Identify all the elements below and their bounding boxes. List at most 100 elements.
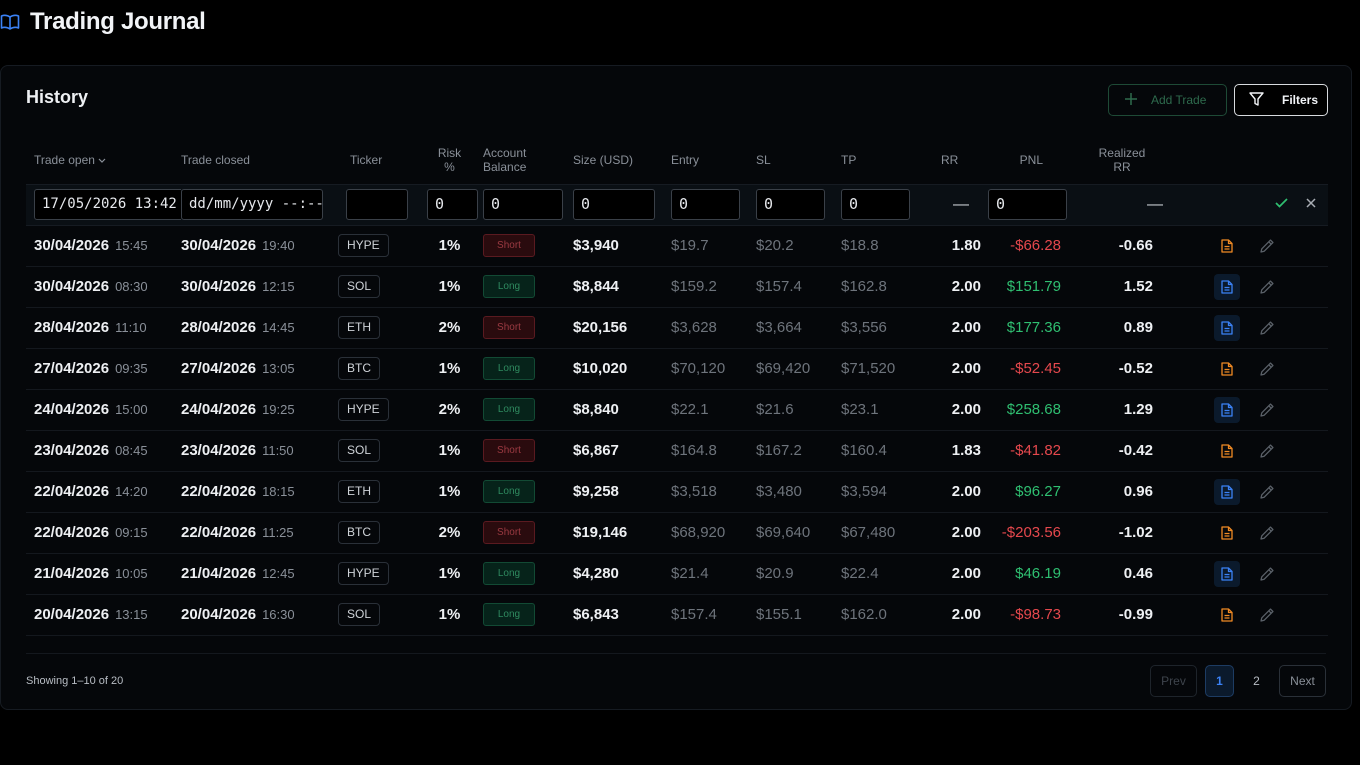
table-row: 30/04/2026 15:45 30/04/2026 19:40 HYPE 1% Shor… [26, 225, 1328, 267]
realized-rr-cell: 1.52 [1081, 266, 1163, 308]
entry-cell: $19.7 [671, 225, 756, 267]
book-open-icon [0, 12, 20, 32]
col-realized-rr: Realized RR [1081, 136, 1163, 185]
edit-pencil-icon[interactable] [1254, 520, 1280, 546]
next-page-button[interactable]: Next [1279, 665, 1326, 697]
entry-cell: $22.1 [671, 389, 756, 431]
tp-cell: $3,594 [841, 471, 931, 513]
trade-closed-cell: 23/04/2026 11:50 [181, 430, 338, 472]
page-2-button[interactable]: 2 [1253, 674, 1260, 688]
tp-cell: $3,556 [841, 307, 931, 349]
trade-open-cell: 20/04/2026 13:15 [26, 594, 181, 636]
edit-pencil-icon[interactable] [1254, 479, 1280, 505]
note-icon[interactable] [1214, 314, 1240, 341]
prev-page-button[interactable]: Prev [1150, 665, 1197, 697]
table-row: 28/04/2026 11:10 28/04/2026 14:45 ETH 2% Short… [26, 307, 1328, 349]
note-icon[interactable] [1214, 273, 1240, 300]
note-icon[interactable] [1214, 396, 1240, 423]
footer-divider [26, 653, 1326, 654]
entry-cell: $3,518 [671, 471, 756, 513]
sl-cell: $3,664 [756, 307, 841, 349]
sl-cell: $155.1 [756, 594, 841, 636]
trade-closed-cell: 20/04/2026 16:30 [181, 594, 338, 636]
entry-input[interactable]: 0 [671, 189, 740, 220]
risk-input[interactable]: 0 [427, 189, 478, 220]
pnl-cell: -$41.82 [981, 430, 1081, 472]
realized-rr-cell: -0.99 [1081, 594, 1163, 636]
realized-rr-placeholder: — [1081, 184, 1163, 226]
pnl-input[interactable]: 0 [988, 189, 1067, 220]
cancel-close-icon[interactable] [1306, 195, 1316, 213]
add-trade-button[interactable]: Add Trade [1108, 84, 1227, 116]
realized-rr-cell: 0.89 [1081, 307, 1163, 349]
trades-table: Trade open Trade closed Ticker Risk% Acc… [26, 136, 1328, 636]
size-cell: $20,156 [573, 307, 671, 349]
note-icon[interactable] [1214, 356, 1240, 382]
col-size: Size (USD) [573, 136, 671, 185]
note-icon[interactable] [1214, 438, 1240, 464]
plus-icon [1125, 92, 1137, 108]
edit-pencil-icon[interactable] [1254, 274, 1280, 300]
edit-pencil-icon[interactable] [1254, 602, 1280, 628]
tp-input[interactable]: 0 [841, 189, 910, 220]
size-cell: $19,146 [573, 512, 671, 554]
trade-closed-input[interactable]: dd/mm/yyyy --:-- [181, 189, 323, 220]
tp-cell: $162.0 [841, 594, 931, 636]
size-cell: $8,844 [573, 266, 671, 308]
trade-closed-cell: 21/04/2026 12:45 [181, 553, 338, 595]
entry-cell: $159.2 [671, 266, 756, 308]
risk-cell: 1% [416, 594, 483, 636]
entry-cell: $68,920 [671, 512, 756, 554]
page-1-button[interactable]: 1 [1205, 665, 1234, 697]
col-trade-open[interactable]: Trade open [26, 136, 181, 185]
ticker-badge: SOL [338, 439, 381, 462]
size-cell: $8,840 [573, 389, 671, 431]
risk-cell: 1% [416, 553, 483, 595]
filters-button[interactable]: Filters [1234, 84, 1328, 116]
table-row: 27/04/2026 09:35 27/04/2026 13:05 BTC 1% Long $… [26, 348, 1328, 390]
sl-input[interactable]: 0 [756, 189, 825, 220]
rr-cell: 2.00 [931, 266, 981, 308]
risk-cell: 2% [416, 512, 483, 554]
trade-open-cell: 30/04/2026 08:30 [26, 266, 181, 308]
trade-open-cell: 23/04/2026 08:45 [26, 430, 181, 472]
side-badge: Long [483, 357, 535, 380]
ticker-input[interactable] [346, 189, 408, 220]
note-icon[interactable] [1214, 560, 1240, 587]
col-ticker: Ticker [338, 136, 416, 185]
note-icon[interactable] [1214, 602, 1240, 628]
note-icon[interactable] [1214, 520, 1240, 546]
edit-pencil-icon[interactable] [1254, 438, 1280, 464]
rr-cell: 2.00 [931, 348, 981, 390]
trade-open-input[interactable]: 17/05/2026 13:42 [34, 189, 189, 220]
app-header: Trading Journal [0, 4, 206, 40]
entry-cell: $164.8 [671, 430, 756, 472]
realized-rr-cell: 0.46 [1081, 553, 1163, 595]
trade-closed-cell: 22/04/2026 18:15 [181, 471, 338, 513]
edit-pencil-icon[interactable] [1254, 315, 1280, 341]
risk-cell: 1% [416, 471, 483, 513]
pnl-cell: -$98.73 [981, 594, 1081, 636]
rr-cell: 2.00 [931, 512, 981, 554]
pagination-summary: Showing 1–10 of 20 [26, 675, 124, 687]
size-cell: $6,843 [573, 594, 671, 636]
balance-input[interactable]: 0 [483, 189, 563, 220]
realized-rr-cell: 1.29 [1081, 389, 1163, 431]
col-tp: TP [841, 136, 931, 185]
note-icon[interactable] [1214, 478, 1240, 505]
table-row: 22/04/2026 14:20 22/04/2026 18:15 ETH 1% Long $… [26, 471, 1328, 513]
table-row: 20/04/2026 13:15 20/04/2026 16:30 SOL 1% Long $… [26, 594, 1328, 636]
note-icon[interactable] [1214, 233, 1240, 259]
ticker-badge: BTC [338, 521, 380, 544]
entry-cell: $21.4 [671, 553, 756, 595]
edit-pencil-icon[interactable] [1254, 233, 1280, 259]
table-header: Trade open Trade closed Ticker Risk% Acc… [26, 136, 1328, 185]
side-badge: Long [483, 480, 535, 503]
sl-cell: $3,480 [756, 471, 841, 513]
edit-pencil-icon[interactable] [1254, 356, 1280, 382]
edit-pencil-icon[interactable] [1254, 561, 1280, 587]
edit-pencil-icon[interactable] [1254, 397, 1280, 423]
trade-closed-cell: 30/04/2026 19:40 [181, 225, 338, 267]
size-input[interactable]: 0 [573, 189, 655, 220]
confirm-check-icon[interactable] [1274, 195, 1288, 213]
